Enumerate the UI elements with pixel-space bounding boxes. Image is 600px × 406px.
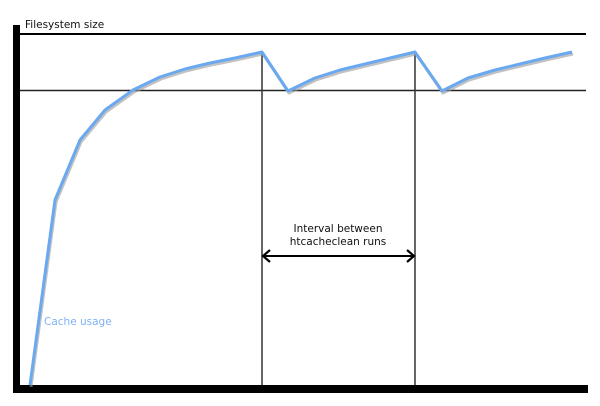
interval-label-line2: htcacheclean runs — [290, 236, 387, 248]
interval-arrow — [261, 249, 416, 263]
cache-usage-curve-shadow — [29, 52, 574, 388]
y-axis-label: Filesystem size — [25, 19, 104, 31]
curve-label: Cache usage — [44, 316, 112, 328]
interval-label-line1: Interval between — [294, 223, 383, 235]
x-axis — [13, 385, 588, 393]
cache-usage-curve — [28, 50, 573, 386]
y-axis — [13, 25, 20, 393]
